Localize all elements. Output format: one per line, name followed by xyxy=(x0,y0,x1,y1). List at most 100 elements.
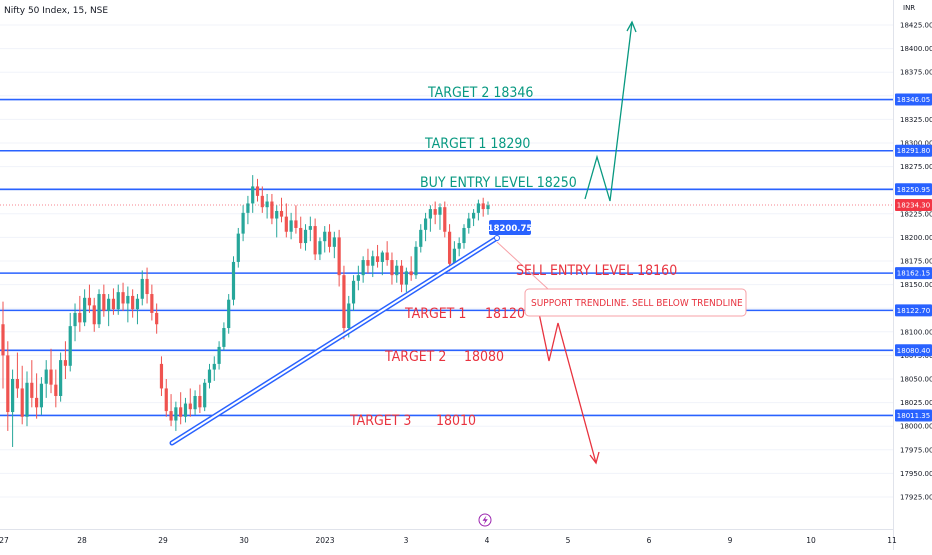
candle xyxy=(35,373,39,419)
candle xyxy=(193,390,197,415)
candle-body xyxy=(428,209,432,219)
candle xyxy=(375,244,380,268)
price-tick-label: 18325.00 xyxy=(900,116,932,124)
annotation-support-note[interactable]: SUPPORT TRENDLINE. SELL BELOW TRENDLINE xyxy=(531,298,743,309)
candle xyxy=(275,205,279,238)
candle xyxy=(231,256,236,306)
support-note-box[interactable]: SUPPORT TRENDLINE. SELL BELOW TRENDLINE xyxy=(524,288,747,317)
price-tick-label: 17925.00 xyxy=(900,494,932,502)
time-tick-label: 11 xyxy=(887,536,897,545)
time-tick-label: 2023 xyxy=(315,536,334,545)
candle xyxy=(438,203,442,230)
annotation-target1-buy[interactable]: TARGET 1 18290 xyxy=(424,136,530,152)
candle xyxy=(294,205,298,234)
support-note-border xyxy=(524,288,747,317)
candle xyxy=(284,203,288,238)
candle-body xyxy=(251,186,255,204)
candle xyxy=(207,363,212,389)
horizontal-levels[interactable] xyxy=(0,98,893,417)
annotation-target3-sell-value[interactable]: 18010 xyxy=(436,413,476,429)
candle xyxy=(150,284,154,321)
candle xyxy=(385,241,389,266)
candle xyxy=(486,201,490,215)
annotation-target3-sell-label[interactable]: TARGET 3 xyxy=(349,413,411,429)
candle-body xyxy=(323,231,327,242)
price-tick-label: 18225.00 xyxy=(900,210,932,218)
candle-body xyxy=(265,201,269,208)
support-trendline[interactable]: 18200.75 xyxy=(169,220,549,446)
candle-body xyxy=(54,384,58,396)
candle-body xyxy=(462,227,466,244)
time-tick-label: 5 xyxy=(566,536,571,545)
candle xyxy=(467,212,471,234)
candle xyxy=(1,301,5,389)
candle xyxy=(188,388,192,417)
annotations[interactable]: TARGET 2 18346 TARGET 1 18290 BUY ENTRY … xyxy=(349,85,747,429)
candle xyxy=(289,212,293,240)
candle xyxy=(30,360,34,408)
annotation-target1-sell-value[interactable]: 18120 xyxy=(485,306,525,322)
lightning-icon[interactable] xyxy=(478,513,492,527)
price-axis[interactable]: 18425.0018400.0018375.0018350.0018325.00… xyxy=(900,22,932,502)
annotation-target2-sell-label[interactable]: TARGET 2 xyxy=(384,349,446,365)
projection-arrows[interactable] xyxy=(534,20,637,465)
level-price-tag-bg xyxy=(895,183,932,196)
buy-projection-path xyxy=(584,21,633,202)
candle-body xyxy=(78,312,82,323)
level-price-tag-text: 18122.70 xyxy=(897,307,930,315)
annotation-sell-entry[interactable]: SELL ENTRY LEVEL 18160 xyxy=(516,263,677,279)
candle xyxy=(351,275,356,312)
time-tick-label: 10 xyxy=(806,536,816,545)
candle-body xyxy=(356,275,360,281)
candle xyxy=(241,205,245,242)
level-price-tag: 18080.40 xyxy=(895,344,932,357)
candle-body xyxy=(183,403,188,417)
candle-body xyxy=(212,363,216,370)
time-axis[interactable]: 27 28 29 30 2023 3 4 5 6 9 10 11 xyxy=(0,536,897,545)
price-tick-label: 18100.00 xyxy=(900,328,932,336)
candle xyxy=(457,237,461,257)
candle xyxy=(409,256,413,281)
candle-body xyxy=(279,210,284,217)
candle-body xyxy=(227,299,231,329)
candle-body xyxy=(423,218,428,230)
candle xyxy=(217,341,221,370)
candle xyxy=(371,250,375,278)
candle xyxy=(49,348,53,394)
candle xyxy=(78,295,82,332)
annotation-target1-sell-label[interactable]: TARGET 1 xyxy=(404,306,466,322)
annotation-target2-sell-value[interactable]: 18080 xyxy=(464,349,504,365)
level-price-tag-text: 18250.95 xyxy=(897,186,930,194)
price-tick-label: 18300.00 xyxy=(900,140,932,148)
candle-body xyxy=(241,212,245,234)
sell-projection-path xyxy=(534,293,597,464)
annotation-buy-entry[interactable]: BUY ENTRY LEVEL 18250 xyxy=(420,175,577,191)
candle-body xyxy=(193,395,197,410)
candle xyxy=(212,356,216,381)
candle-body xyxy=(284,216,288,232)
candle xyxy=(63,341,68,379)
candle-body xyxy=(140,278,144,299)
level-price-tag-text: 18162.15 xyxy=(897,270,930,278)
candle xyxy=(116,284,120,315)
candle-body xyxy=(150,294,154,313)
annotation-target2-buy[interactable]: TARGET 2 18346 xyxy=(427,85,533,101)
candle xyxy=(255,178,260,202)
candle-body xyxy=(116,292,120,310)
candle xyxy=(155,303,159,334)
candle xyxy=(140,270,144,306)
level-price-tag: 18162.15 xyxy=(895,267,932,280)
candle-body xyxy=(217,346,221,364)
candle xyxy=(159,356,164,396)
candle xyxy=(260,186,264,213)
candle xyxy=(179,392,183,425)
price-tick-label: 18000.00 xyxy=(900,423,932,431)
candle-body xyxy=(380,252,384,262)
candle-body xyxy=(486,205,490,210)
candle xyxy=(318,237,322,261)
level-price-tag-bg xyxy=(895,409,932,422)
candle xyxy=(39,377,44,415)
candle xyxy=(174,401,178,431)
